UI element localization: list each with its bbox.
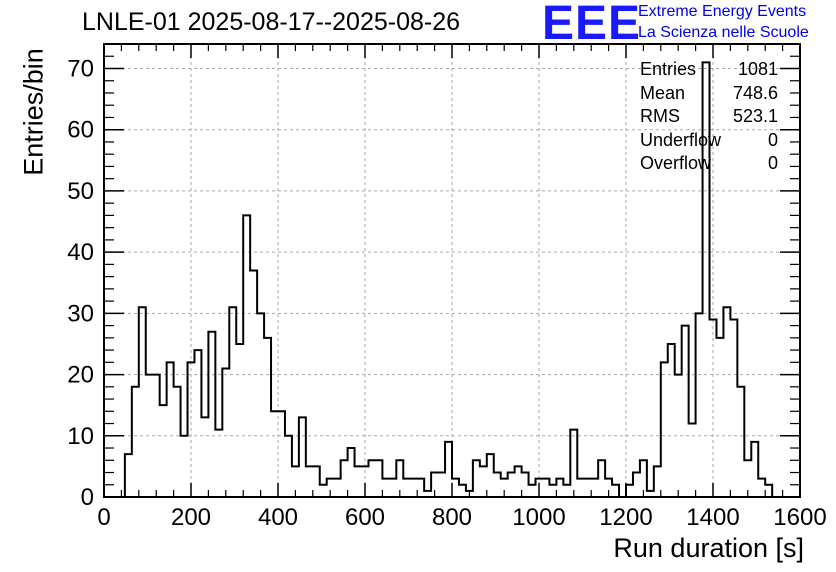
- x-tick-label: 1200: [599, 504, 652, 531]
- stats-label: Overflow: [640, 153, 712, 173]
- stats-label: Entries: [640, 59, 697, 79]
- y-axis-title: Entries/bin: [18, 48, 49, 176]
- x-tick-label: 0: [97, 504, 110, 531]
- stats-row-entries: Entries 1081: [640, 58, 778, 82]
- x-axis-title: Run duration [s]: [613, 533, 804, 563]
- y-tick-label: 20: [67, 362, 94, 389]
- y-tick-label: 0: [81, 484, 94, 511]
- histogram-series: [123, 61, 780, 498]
- axis-ticks: [103, 43, 801, 498]
- x-tick-label: 1000: [512, 504, 565, 531]
- x-tick-label: 1600: [773, 504, 826, 531]
- y-tick-label: 40: [67, 239, 94, 266]
- y-tick-label: 60: [67, 117, 94, 144]
- tick-labels: 0 200 400 600 800 1000 1200 1400 160001020304050…: [67, 55, 826, 531]
- logo-line-2: La Scienza nelle Scuole: [638, 24, 809, 41]
- stats-label: RMS: [640, 106, 680, 126]
- stats-row-underflow: Underflow 0: [640, 129, 778, 153]
- stats-value: 523.1: [732, 106, 778, 126]
- stats-row-overflow: Overflow 0: [640, 152, 778, 176]
- eee-logo: EEE: [542, 0, 642, 50]
- stats-box: Entries 1081 Mean 748.6 RMS 523.1 Underf…: [640, 58, 778, 176]
- stats-value: 1081: [737, 59, 778, 79]
- x-tick-label: 800: [432, 504, 472, 531]
- y-tick-label: 50: [67, 178, 94, 205]
- y-tick-label: 70: [67, 55, 94, 82]
- y-tick-label: 10: [67, 423, 94, 450]
- x-tick-label: 400: [258, 504, 298, 531]
- logo-line-1: Extreme Energy Events: [638, 3, 807, 20]
- stats-row-mean: Mean 748.6: [640, 82, 778, 106]
- stats-label: Underflow: [640, 129, 722, 150]
- x-tick-label: 600: [345, 504, 385, 531]
- y-tick-label: 30: [67, 300, 94, 327]
- grid-lines: [104, 44, 800, 497]
- x-tick-label: 1400: [686, 504, 739, 531]
- stats-label: Mean: [640, 82, 686, 103]
- stats-value: 0: [767, 129, 778, 150]
- stats-value: 0: [767, 153, 778, 173]
- stats-row-rms: RMS 523.1: [640, 105, 778, 129]
- x-tick-label: 200: [171, 504, 211, 531]
- page-title: LNLE-01 2025-08-17--2025-08-26: [82, 8, 461, 36]
- stats-value: 748.6: [732, 82, 778, 103]
